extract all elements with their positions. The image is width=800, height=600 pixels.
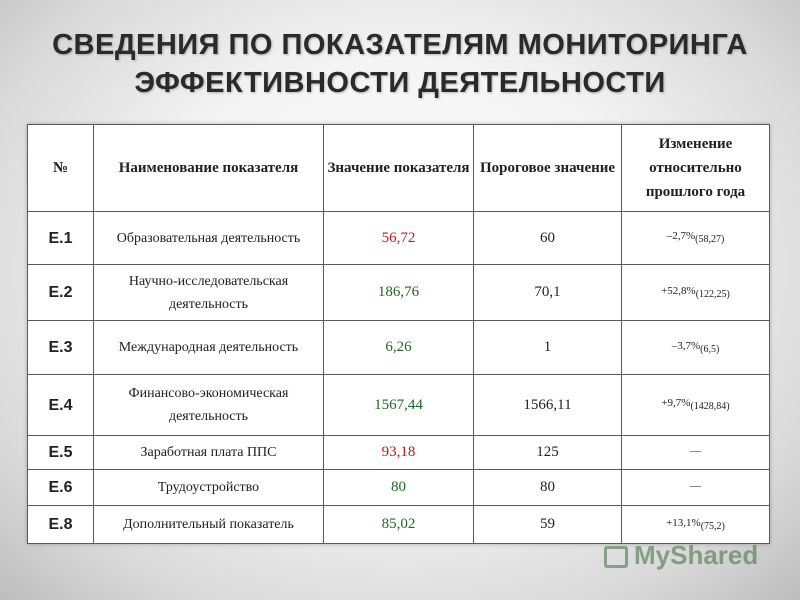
row-code: Е.6	[27, 469, 94, 506]
row-name: Финансово-экономическая деятельность	[93, 374, 324, 436]
header-value: Значение показателя	[323, 124, 474, 212]
table-row: Е.3 Международная деятельность 6,26 1 –3…	[27, 320, 770, 375]
row-change: –3,7%(6,5)	[621, 320, 770, 375]
change-previous: (1428,84)	[690, 401, 730, 412]
change-previous: (6,5)	[700, 343, 720, 355]
change-value: —	[690, 479, 701, 492]
row-name: Трудоустройство	[93, 469, 324, 506]
table-row: Е.6 Трудоустройство 80 80 —	[27, 469, 770, 506]
header-number: №	[27, 124, 94, 212]
row-code: Е.8	[27, 505, 94, 544]
row-threshold: 59	[473, 505, 622, 544]
change-value: —	[690, 444, 701, 457]
table-row: Е.4 Финансово-экономическая деятельность…	[27, 374, 770, 436]
row-name: Образовательная деятельность	[93, 211, 324, 265]
change-previous: (75,2)	[700, 520, 725, 532]
row-value: 80	[323, 469, 474, 506]
row-change: –2,7%(58,27)	[621, 211, 770, 265]
title-line-2: ЭФФЕКТИВНОСТИ ДЕЯТЕЛЬНОСТИ	[134, 67, 666, 99]
table-row: Е.1 Образовательная деятельность 56,72 6…	[27, 211, 770, 265]
table-row: Е.2 Научно-исследовательская деятельност…	[27, 264, 770, 321]
row-change: +9,7%(1428,84)	[621, 374, 770, 436]
row-threshold: 125	[473, 435, 622, 470]
change-value: +9,7%	[661, 397, 691, 409]
presentation-board-icon	[604, 546, 628, 569]
row-name: Дополнительный показатель	[93, 505, 324, 544]
row-code: Е.4	[27, 374, 94, 436]
row-value: 93,18	[323, 435, 474, 470]
change-value: –3,7%	[671, 339, 701, 352]
row-code: Е.2	[27, 264, 94, 321]
row-change: —	[621, 469, 770, 506]
row-name: Заработная плата ППС	[93, 435, 324, 470]
change-previous: (58,27)	[695, 234, 725, 245]
row-code: Е.5	[27, 435, 94, 470]
table-row: Е.8 Дополнительный показатель 85,02 59 +…	[27, 505, 770, 544]
row-code: Е.3	[27, 320, 94, 375]
row-value: 56,72	[323, 211, 474, 265]
change-previous: (122,25)	[695, 288, 730, 300]
row-threshold: 1	[473, 320, 622, 375]
change-value: –2,7%	[666, 230, 696, 242]
header-name: Наименование показателя	[93, 124, 324, 212]
row-threshold: 70,1	[473, 264, 622, 321]
change-value: +52,8%	[661, 284, 696, 297]
row-threshold: 80	[473, 469, 622, 506]
watermark: MyShared	[604, 540, 758, 571]
watermark-text: MyShared	[634, 540, 759, 570]
row-change: +13,1%(75,2)	[621, 505, 770, 544]
title-line-1: СВЕДЕНИЯ ПО ПОКАЗАТЕЛЯМ МОНИТОРИНГА	[52, 29, 748, 61]
change-value: +13,1%	[666, 516, 701, 529]
table-header-row: № Наименование показателя Значение показ…	[27, 124, 770, 212]
row-code: Е.1	[27, 211, 94, 265]
row-change: —	[621, 435, 770, 470]
page-title: СВЕДЕНИЯ ПО ПОКАЗАТЕЛЯМ МОНИТОРИНГА ЭФФЕ…	[0, 26, 800, 102]
row-threshold: 60	[473, 211, 622, 265]
header-change: Изменение относительно прошлого года	[621, 124, 770, 212]
header-threshold: Пороговое значение	[473, 124, 622, 212]
row-name: Международная деятельность	[93, 320, 324, 375]
row-value: 1567,44	[323, 374, 474, 436]
row-change: +52,8%(122,25)	[621, 264, 770, 321]
indicators-table: № Наименование показателя Значение показ…	[27, 124, 770, 544]
row-value: 6,26	[323, 320, 474, 375]
row-value: 85,02	[323, 505, 474, 544]
row-value: 186,76	[323, 264, 474, 321]
row-threshold: 1566,11	[473, 374, 622, 436]
row-name: Научно-исследовательская деятельность	[93, 264, 324, 321]
table-row: Е.5 Заработная плата ППС 93,18 125 —	[27, 435, 770, 470]
